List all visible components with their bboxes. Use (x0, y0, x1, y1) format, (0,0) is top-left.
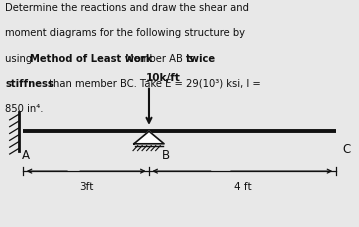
Text: A: A (22, 148, 30, 161)
Text: moment diagrams for the following structure by: moment diagrams for the following struct… (5, 28, 246, 38)
Text: 3ft: 3ft (79, 182, 93, 192)
Text: 850 in⁴.: 850 in⁴. (5, 103, 44, 113)
Polygon shape (134, 132, 164, 144)
Text: stiffness: stiffness (5, 78, 54, 88)
Text: using: using (5, 53, 36, 63)
Text: Determine the reactions and draw the shear and: Determine the reactions and draw the she… (5, 3, 250, 13)
Text: Member AB is: Member AB is (122, 53, 198, 63)
Text: B: B (162, 149, 170, 162)
Text: Method of Least work: Method of Least work (30, 53, 152, 63)
Text: 4 ft: 4 ft (233, 182, 251, 192)
Text: C: C (342, 143, 350, 155)
Text: 10k/ft: 10k/ft (145, 73, 180, 83)
Text: than member BC. Take E = 29(10³) ksi, I =: than member BC. Take E = 29(10³) ksi, I … (46, 78, 261, 88)
Text: twice: twice (186, 53, 216, 63)
